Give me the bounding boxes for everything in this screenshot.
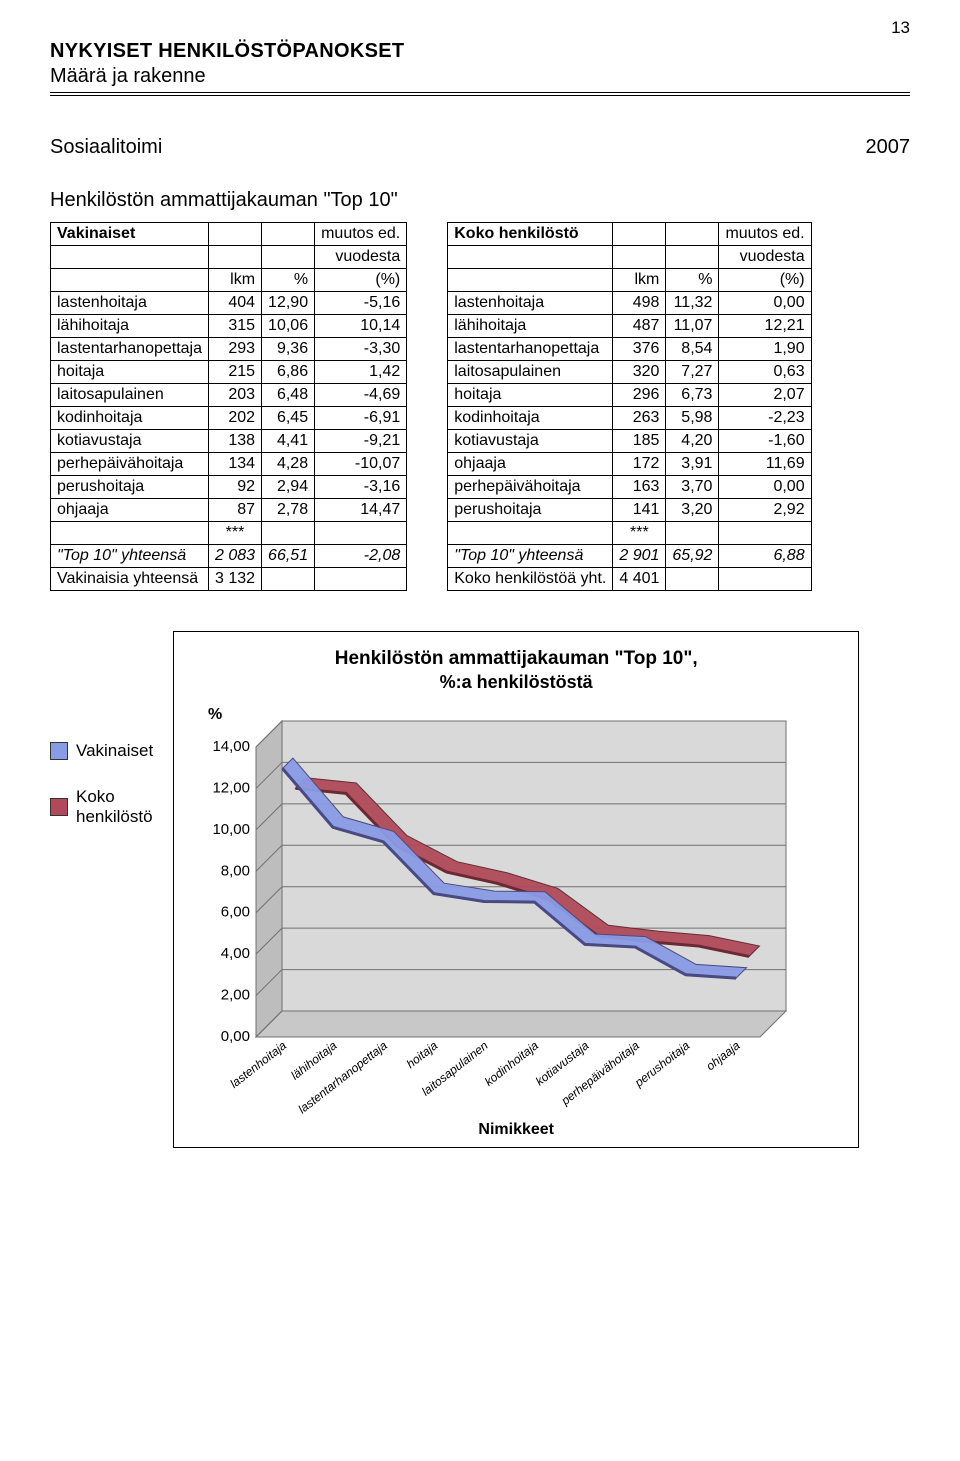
table-row: kodinhoitaja2635,98-2,23 — [448, 407, 811, 430]
svg-text:8,00: 8,00 — [221, 862, 250, 879]
table-row: kotiavustaja1384,41-9,21 — [51, 430, 407, 453]
table-row: ohjaaja1723,9111,69 — [448, 453, 811, 476]
chart-subtitle: %:a henkilöstöstä — [186, 672, 846, 693]
table-row: laitosapulainen3207,270,63 — [448, 361, 811, 384]
table-koko-henkilosto: Koko henkilöstö muutos ed. vuodesta lkm … — [447, 222, 811, 591]
col-lkm-label: lkm — [613, 269, 666, 292]
col-change-line1: muutos ed. — [719, 223, 811, 246]
col-lkm-label: lkm — [209, 269, 262, 292]
legend-label: Vakinaiset — [76, 741, 153, 761]
legend-swatch — [50, 798, 68, 816]
table-row: lastentarhanopettaja3768,541,90 — [448, 338, 811, 361]
table-caption: Vakinaiset — [51, 223, 209, 246]
table-row: perhepäivähoitaja1344,28-10,07 — [51, 453, 407, 476]
x-axis-label: Nimikkeet — [186, 1121, 846, 1139]
section-title: Henkilöstön ammattijakauman "Top 10" — [50, 189, 910, 212]
col-change-line2: vuodesta — [719, 246, 811, 269]
table-row: perushoitaja922,94-3,16 — [51, 476, 407, 499]
col-pct-label: % — [666, 269, 719, 292]
table-row: perushoitaja1413,202,92 — [448, 499, 811, 522]
table-row: kodinhoitaja2026,45-6,91 — [51, 407, 407, 430]
svg-text:14,00: 14,00 — [213, 738, 251, 755]
page-subtitle: Määrä ja rakenne — [50, 65, 910, 96]
col-change-line1: muutos ed. — [315, 223, 407, 246]
table-row: hoitaja2156,861,42 — [51, 361, 407, 384]
svg-text:kodinhoitaja: kodinhoitaja — [482, 1038, 541, 1089]
chart-title: Henkilöstön ammattijakauman "Top 10", — [186, 648, 846, 670]
page-number: 13 — [891, 18, 910, 38]
table-row: lastenhoitaja40412,90-5,16 — [51, 292, 407, 315]
table-row: kotiavustaja1854,20-1,60 — [448, 430, 811, 453]
table-row: lähihoitaja31510,0610,14 — [51, 315, 407, 338]
col-lkm — [209, 223, 262, 246]
svg-text:lastentarhanopettaja: lastentarhanopettaja — [296, 1038, 391, 1116]
svg-text:0,00: 0,00 — [221, 1028, 250, 1045]
col-pct-label: % — [262, 269, 315, 292]
svg-text:12,00: 12,00 — [213, 779, 251, 796]
chart-legend: Vakinaiset Kokohenkilöstö — [50, 741, 153, 853]
svg-text:lastenhoitaja: lastenhoitaja — [228, 1038, 290, 1091]
report-year: 2007 — [866, 136, 911, 159]
col-change-line3: (%) — [315, 269, 407, 292]
department-name: Sosiaalitoimi — [50, 136, 162, 159]
table-row: laitosapulainen2036,48-4,69 — [51, 384, 407, 407]
svg-text:4,00: 4,00 — [221, 945, 250, 962]
svg-text:hoitaja: hoitaja — [404, 1038, 441, 1071]
table-vakinaiset: Vakinaiset muutos ed. vuodesta lkm % (%)… — [50, 222, 407, 591]
table-row: lähihoitaja48711,0712,21 — [448, 315, 811, 338]
chart-container: Henkilöstön ammattijakauman "Top 10", %:… — [173, 631, 859, 1148]
col-pct — [262, 223, 315, 246]
table-row: lastenhoitaja49811,320,00 — [448, 292, 811, 315]
col-change-line3: (%) — [719, 269, 811, 292]
svg-text:%: % — [208, 706, 222, 723]
col-change-line2: vuodesta — [315, 246, 407, 269]
table-row: lastentarhanopettaja2939,36-3,30 — [51, 338, 407, 361]
table-row: perhepäivähoitaja1633,700,00 — [448, 476, 811, 499]
table-row: hoitaja2966,732,07 — [448, 384, 811, 407]
svg-text:perushoitaja: perushoitaja — [631, 1038, 692, 1090]
svg-text:6,00: 6,00 — [221, 904, 250, 921]
table-row: ohjaaja872,7814,47 — [51, 499, 407, 522]
svg-text:10,00: 10,00 — [213, 821, 251, 838]
legend-swatch — [50, 742, 68, 760]
svg-text:ohjaaja: ohjaaja — [704, 1038, 743, 1073]
legend-label: Kokohenkilöstö — [76, 787, 153, 827]
table-caption: Koko henkilöstö — [448, 223, 613, 246]
line-chart: 0,00 2,00 4,00 6,00 8,00 10,00 12,00 14,00% last… — [186, 701, 806, 1121]
legend-item: Vakinaiset — [50, 741, 153, 761]
legend-item: Kokohenkilöstö — [50, 787, 153, 827]
svg-text:2,00: 2,00 — [221, 987, 250, 1004]
page-title: NYKYISET HENKILÖSTÖPANOKSET — [50, 40, 910, 63]
